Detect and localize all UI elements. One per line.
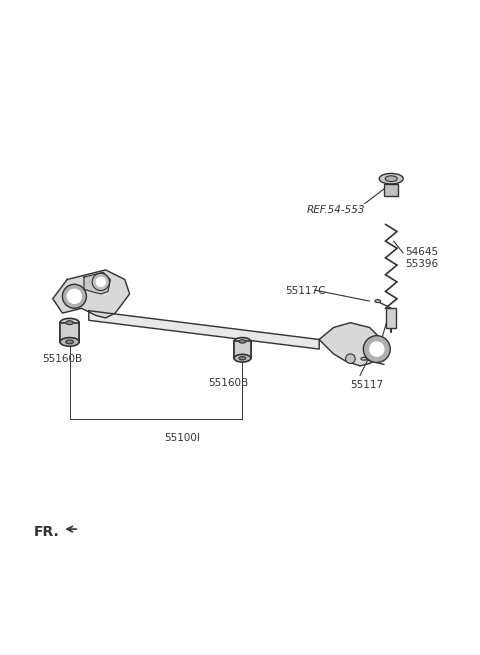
Bar (386, 309, 396, 328)
Ellipse shape (361, 357, 367, 360)
Circle shape (67, 289, 82, 303)
Polygon shape (84, 272, 110, 294)
Ellipse shape (66, 321, 73, 325)
Ellipse shape (234, 354, 251, 362)
Circle shape (370, 342, 384, 356)
Text: 55160B: 55160B (42, 354, 83, 364)
Ellipse shape (379, 174, 403, 184)
Text: 55117C: 55117C (286, 286, 326, 297)
Circle shape (346, 354, 355, 364)
Bar (234, 341, 251, 358)
Circle shape (363, 335, 390, 362)
Circle shape (385, 181, 397, 193)
Text: 55100I: 55100I (165, 433, 200, 443)
Bar (384, 183, 398, 195)
Circle shape (62, 284, 86, 309)
Ellipse shape (66, 340, 73, 344)
Circle shape (92, 273, 109, 291)
Polygon shape (89, 310, 319, 349)
Text: REF.54-553: REF.54-553 (307, 205, 366, 215)
Ellipse shape (60, 318, 79, 327)
Text: 55160B: 55160B (208, 378, 248, 388)
Circle shape (388, 185, 394, 190)
Ellipse shape (385, 176, 397, 181)
Ellipse shape (239, 356, 246, 360)
Polygon shape (319, 323, 384, 366)
Text: FR.: FR. (34, 525, 60, 538)
Text: 55117: 55117 (350, 380, 384, 390)
Ellipse shape (60, 337, 79, 346)
Circle shape (96, 277, 106, 287)
Ellipse shape (375, 299, 381, 303)
Bar (60, 323, 79, 342)
Polygon shape (53, 270, 130, 318)
Text: 54645
55396: 54645 55396 (406, 247, 439, 269)
Ellipse shape (234, 337, 251, 345)
Ellipse shape (239, 340, 246, 343)
